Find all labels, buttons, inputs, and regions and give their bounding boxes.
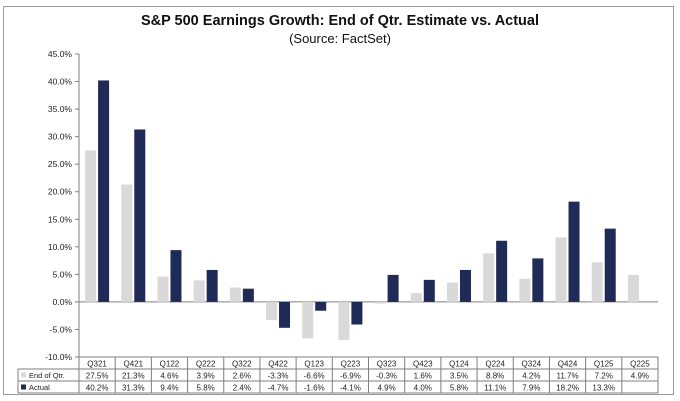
data-label: -6.6% (304, 372, 325, 381)
category-label: Q224 (485, 360, 505, 369)
category-label: Q423 (413, 360, 433, 369)
data-label: 1.6% (414, 372, 432, 381)
category-label: Q424 (558, 360, 578, 369)
legend-key-actual (21, 384, 26, 390)
bar-actual-q421 (134, 129, 146, 302)
y-tick-label: 15.0% (48, 214, 73, 224)
bar-estimate-q424 (555, 237, 567, 302)
y-tick-label: 45.0% (48, 49, 73, 59)
bar-estimate-q322 (229, 287, 241, 302)
data-label: 2.4% (233, 384, 251, 393)
bar-actual-q324 (532, 258, 544, 302)
bar-actual-q423 (423, 279, 435, 302)
y-tick-label: 0.0% (53, 297, 73, 307)
data-label: 11.1% (484, 384, 506, 393)
bar-estimate-q324 (519, 278, 531, 302)
y-tick-label: -10.0% (45, 352, 72, 362)
bar-estimate-q422 (266, 301, 278, 321)
y-tick-label: 5.0% (53, 269, 73, 279)
bar-estimate-q223 (338, 301, 350, 340)
category-label: Q223 (341, 360, 361, 369)
y-tick-label: -5.0% (50, 324, 73, 334)
category-label: Q125 (594, 360, 614, 369)
bar-estimate-q123 (302, 301, 314, 339)
bar-estimate-q222 (193, 280, 205, 302)
data-label: 7.2% (595, 372, 613, 381)
bar-actual-q424 (568, 201, 580, 302)
y-tick-label: 30.0% (48, 132, 73, 142)
bar-actual-q122 (170, 250, 182, 302)
category-label: Q122 (160, 360, 180, 369)
legend-key-estimate (21, 372, 26, 378)
bar-actual-q123 (315, 301, 327, 311)
bar-actual-q422 (279, 301, 291, 328)
data-label: 13.3% (592, 384, 615, 393)
chart-subtitle: (Source: FactSet) (289, 31, 391, 46)
data-label: 2.6% (233, 372, 251, 381)
bar-actual-q124 (459, 269, 471, 302)
bar-estimate-q323 (374, 301, 386, 304)
bar-actual-q322 (242, 288, 254, 302)
category-label: Q222 (196, 360, 216, 369)
bar-actual-q321 (98, 80, 110, 302)
y-tick-label: 35.0% (48, 104, 73, 114)
category-label: Q321 (87, 360, 107, 369)
category-label: Q324 (522, 360, 542, 369)
bar-actual-q125 (604, 228, 616, 302)
data-label: 7.9% (522, 384, 540, 393)
data-label: -4.1% (340, 384, 361, 393)
data-label: 5.8% (197, 384, 215, 393)
data-label: 9.4% (160, 384, 178, 393)
bar-estimate-q122 (157, 276, 169, 302)
data-label: -3.3% (268, 372, 289, 381)
y-tick-label: 25.0% (48, 159, 73, 169)
data-label: -6.9% (340, 372, 361, 381)
data-label: 21.3% (122, 372, 145, 381)
data-label: -0.3% (376, 372, 397, 381)
category-label: Q421 (123, 360, 143, 369)
data-label: 31.3% (122, 384, 145, 393)
y-tick-label: 10.0% (48, 242, 73, 252)
data-label: 8.8% (486, 372, 504, 381)
bar-estimate-q224 (483, 253, 495, 302)
data-label: 4.9% (631, 372, 649, 381)
data-label: 4.9% (377, 384, 395, 393)
category-label: Q123 (304, 360, 324, 369)
data-label: 11.7% (556, 372, 578, 381)
bar-estimate-q124 (446, 282, 458, 302)
bar-actual-q323 (387, 274, 399, 302)
data-label: 4.0% (414, 384, 432, 393)
category-label: Q225 (630, 360, 650, 369)
category-label: Q124 (449, 360, 469, 369)
legend-label: End of Qtr. (29, 371, 65, 380)
y-tick-label: 40.0% (48, 77, 73, 87)
bar-actual-q222 (206, 269, 218, 302)
data-label: -4.7% (268, 384, 289, 393)
bar-estimate-q225 (627, 274, 639, 302)
category-label: Q323 (377, 360, 397, 369)
legend-label: Actual (29, 383, 50, 392)
data-label: 3.9% (197, 372, 215, 381)
bar-actual-q224 (496, 240, 508, 302)
bar-estimate-q423 (410, 293, 422, 302)
data-label: 5.8% (450, 384, 468, 393)
data-label: 18.2% (556, 384, 579, 393)
data-label: 4.6% (160, 372, 178, 381)
bar-actual-q223 (351, 301, 363, 325)
data-label: 3.5% (450, 372, 468, 381)
category-label: Q422 (268, 360, 288, 369)
data-label: 40.2% (86, 384, 109, 393)
data-label: 4.2% (522, 372, 540, 381)
y-tick-label: 20.0% (48, 187, 73, 197)
bar-estimate-q421 (121, 184, 133, 302)
data-label: -1.6% (304, 384, 325, 393)
bar-estimate-q125 (591, 262, 603, 302)
chart-title: S&P 500 Earnings Growth: End of Qtr. Est… (140, 13, 540, 29)
category-label: Q322 (232, 360, 252, 369)
bar-estimate-q321 (85, 150, 97, 302)
data-label: 27.5% (86, 372, 109, 381)
